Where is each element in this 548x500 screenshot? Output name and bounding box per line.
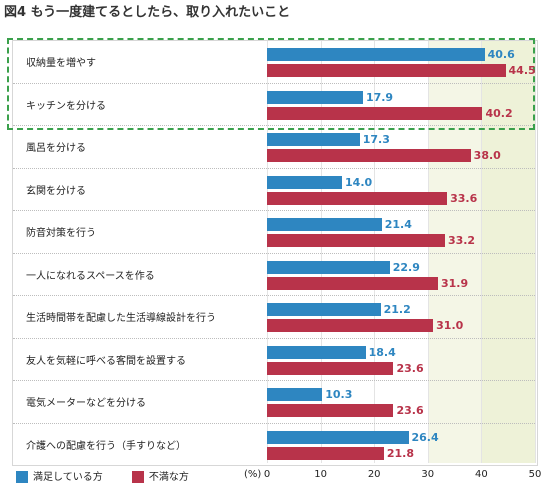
bar-satisfied: [267, 388, 323, 401]
bar-dissatisfied: [267, 149, 471, 162]
x-tick-label: 20: [367, 469, 381, 480]
bar-dissatisfied: [267, 64, 506, 77]
value-label-satisfied: 26.4: [411, 430, 439, 444]
gridline-0: [267, 41, 268, 463]
value-label-dissatisfied: 33.6: [450, 191, 478, 205]
bar-satisfied: [267, 175, 343, 189]
category-label: 電気メーターなどを分ける: [26, 398, 146, 409]
category-label: 収納量を増やす: [26, 58, 96, 69]
bar-satisfied: [267, 218, 382, 231]
legend-swatch-satisfied: [16, 471, 28, 483]
category-label: 友人を気軽に呼べる客間を設置する: [26, 355, 186, 367]
highlight-box: [7, 38, 535, 130]
value-label-satisfied: 10.3: [325, 388, 353, 401]
x-tick-label: 10: [314, 469, 327, 480]
row-separator: [13, 380, 535, 381]
value-label-dissatisfied: 23.6: [396, 361, 424, 375]
x-tick-label: 30: [421, 469, 435, 480]
legend-item-satisfied: 満足している方: [16, 468, 103, 483]
bar-dissatisfied: [267, 234, 445, 247]
legend-label-dissatisfied: 不満な方: [148, 472, 189, 483]
row-separator: [13, 210, 535, 211]
value-label-dissatisfied: 40.2: [485, 106, 513, 120]
value-label-dissatisfied: 23.6: [396, 404, 424, 417]
category-label: 生活時間帯を配慮した生活導線設計を行う: [26, 313, 216, 324]
value-label-satisfied: 17.9: [365, 90, 394, 104]
legend-swatch-dissatisfied: [131, 471, 144, 483]
bar-satisfied: [267, 260, 390, 274]
chart-title: 図4 もう一度建てるとしたら、取り入れたいこと: [4, 5, 291, 20]
category-label: 玄関を分ける: [26, 185, 86, 197]
value-label-dissatisfied: 21.8: [386, 446, 414, 460]
row-separator: [13, 82, 535, 84]
row-separator: [13, 295, 535, 296]
bar-dissatisfied: [267, 106, 483, 120]
bar-satisfied: [267, 133, 360, 146]
bar-dissatisfied: [267, 191, 448, 205]
value-label-dissatisfied: 38.0: [473, 149, 501, 162]
value-label-satisfied: 21.4: [384, 218, 412, 231]
row-separator: [13, 167, 535, 169]
value-label-satisfied: 17.3: [362, 133, 390, 146]
bar-dissatisfied: [267, 361, 394, 375]
row-separator: [13, 252, 535, 254]
category-label: 介護への配慮を行う（手すりなど）: [26, 440, 186, 452]
x-axis-unit: (%): [244, 469, 262, 480]
x-tick-label: 0: [263, 469, 271, 480]
value-label-dissatisfied: 31.0: [436, 319, 464, 332]
x-tick-label: 50: [528, 469, 542, 480]
x-tick-label: 40: [475, 469, 488, 480]
row-separator: [13, 125, 535, 126]
value-label-dissatisfied: 44.5: [508, 64, 536, 77]
bar-satisfied: [267, 430, 409, 444]
category-label: 風呂を分ける: [26, 143, 86, 154]
value-label-satisfied: 14.0: [345, 175, 373, 189]
row-separator: [13, 337, 535, 339]
row-separator: [13, 422, 535, 424]
value-label-dissatisfied: 31.9: [440, 276, 469, 290]
shade-band-40-50: [481, 41, 535, 463]
bar-satisfied: [267, 345, 366, 359]
bar-satisfied: [267, 48, 485, 61]
bar-dissatisfied: [267, 276, 438, 290]
value-label-dissatisfied: 33.2: [447, 234, 476, 247]
value-label-satisfied: 18.4: [368, 345, 396, 359]
gridline-50: [535, 41, 536, 463]
bar-satisfied: [267, 90, 363, 104]
category-label: キッチンを分ける: [26, 100, 106, 112]
value-label-satisfied: 21.2: [383, 303, 411, 316]
bar-dissatisfied: [267, 319, 434, 332]
gridline-20: [374, 41, 376, 463]
bar-satisfied: [267, 303, 381, 316]
legend-item-dissatisfied: 不満な方: [131, 468, 189, 483]
value-label-satisfied: 22.9: [392, 260, 420, 274]
legend-label-satisfied: 満足している方: [33, 472, 103, 483]
legend: 満足している方 不満な方: [16, 468, 215, 483]
gridline-30: [427, 41, 429, 463]
gridline-40: [481, 41, 483, 463]
bar-dissatisfied: [267, 404, 394, 417]
category-label: 一人になれるスペースを作る: [26, 270, 155, 282]
value-label-satisfied: 40.6: [487, 48, 515, 61]
category-label: 防音対策を行う: [26, 228, 96, 239]
gridline-10: [320, 41, 322, 463]
bar-dissatisfied: [267, 446, 384, 460]
